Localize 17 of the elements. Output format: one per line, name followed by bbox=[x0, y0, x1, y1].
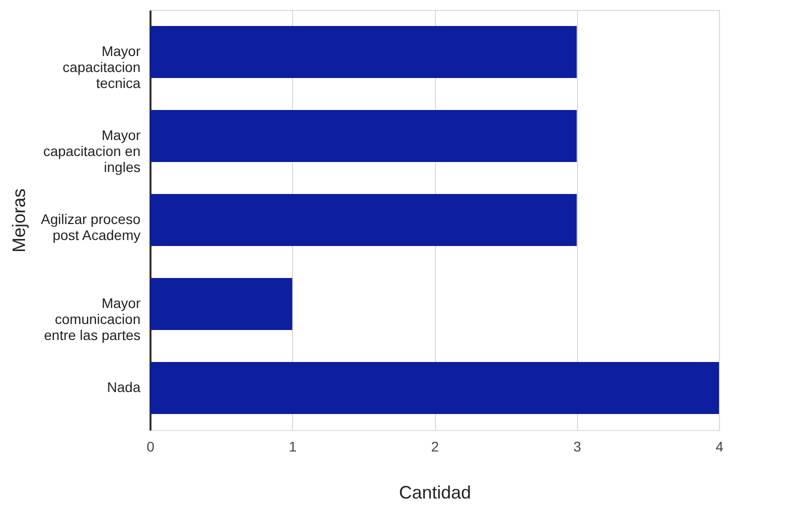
bar bbox=[150, 110, 577, 162]
x-tick-label: 4 bbox=[716, 438, 724, 454]
y-axis-title: Mejoras bbox=[8, 188, 29, 253]
x-tick-label: 2 bbox=[431, 438, 440, 454]
x-tick-label: 0 bbox=[146, 438, 155, 454]
bar bbox=[150, 194, 577, 246]
y-tick-label: Mayor capacitacion tecnica bbox=[62, 43, 141, 91]
x-tick-label: 1 bbox=[288, 438, 297, 454]
bar bbox=[150, 26, 577, 78]
y-tick-label: Agilizar proceso post Academy bbox=[40, 211, 141, 243]
y-tick-label: Nada bbox=[107, 379, 141, 395]
x-axis-title: Cantidad bbox=[398, 482, 472, 502]
bar bbox=[150, 278, 292, 330]
x-tick-label: 3 bbox=[573, 438, 582, 454]
y-tick-label: Mayor comunicacion entre las partes bbox=[44, 295, 141, 343]
y-tick-label: Mayor capacitacion en ingles bbox=[43, 127, 141, 175]
bar bbox=[150, 362, 719, 414]
